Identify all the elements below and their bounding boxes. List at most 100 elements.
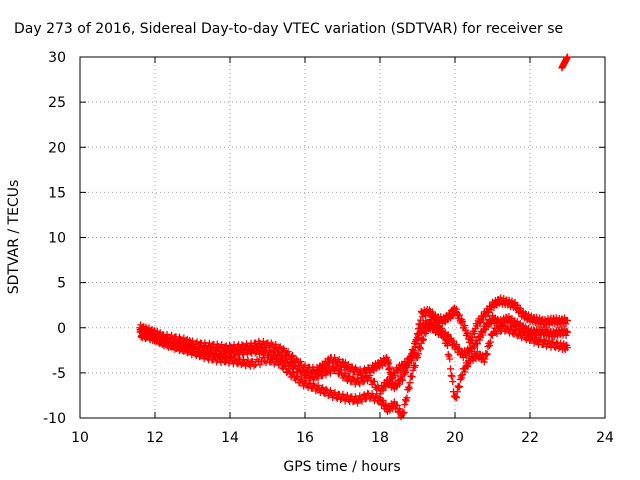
data-point: [400, 408, 408, 416]
x-tick-label: 14: [221, 430, 239, 446]
data-point: [151, 337, 159, 345]
data-point: [337, 366, 345, 374]
grid: [80, 57, 605, 418]
data-point: [295, 364, 303, 372]
data-point: [289, 352, 297, 360]
data-point: [193, 338, 201, 346]
data-point: [250, 362, 258, 370]
data-point: [516, 304, 524, 312]
data-point: [331, 354, 339, 362]
data-point: [511, 326, 519, 334]
data-point: [181, 343, 189, 351]
data-point: [319, 361, 327, 369]
data-point: [319, 384, 327, 392]
data-point: [359, 378, 367, 386]
data-point: [277, 357, 285, 365]
data-point: [285, 365, 293, 373]
data-point: [186, 344, 193, 352]
y-tick-label: 10: [48, 231, 66, 247]
x-tick-label: 16: [296, 430, 314, 446]
data-point: [399, 376, 406, 384]
data-point: [401, 401, 409, 409]
x-tick-label: 24: [596, 430, 614, 446]
data-point: [456, 311, 463, 319]
data-point: [449, 378, 457, 386]
data-point: [408, 373, 416, 381]
series-SDTVAR-outlier: [558, 53, 571, 72]
data-point: [447, 365, 454, 373]
data-point: [409, 366, 417, 374]
data-point: [165, 337, 173, 345]
x-axis-label: GPS time / hours: [283, 459, 400, 475]
data-point: [403, 394, 411, 402]
data-point: [476, 350, 484, 358]
data-point: [274, 351, 282, 359]
data-point: [448, 372, 456, 380]
data-point: [453, 341, 460, 349]
data-point: [425, 325, 433, 333]
y-tick-label: 5: [57, 276, 66, 292]
data-point: [340, 371, 348, 379]
data-point: [486, 342, 493, 350]
data-point: [366, 372, 374, 380]
data-point: [452, 393, 460, 401]
data-point: [391, 372, 399, 380]
y-tick-label: 25: [48, 95, 66, 111]
data-point: [417, 345, 424, 353]
data-point: [279, 354, 287, 362]
data-point: [481, 355, 489, 363]
data-point: [516, 327, 523, 335]
data-point: [292, 355, 300, 363]
data-point: [407, 356, 415, 364]
data-point: [453, 394, 460, 402]
series-SDTVAR-lower: [136, 313, 571, 421]
data-point: [270, 348, 278, 356]
data-point: [484, 343, 492, 351]
y-tick-label: 0: [57, 321, 66, 337]
data-point: [404, 364, 412, 372]
data-point: [443, 337, 451, 345]
data-point: [503, 322, 511, 330]
data-point: [410, 347, 418, 355]
data-point: [332, 363, 340, 371]
data-point: [232, 354, 240, 362]
data-point: [284, 348, 292, 356]
data-point: [450, 337, 457, 345]
data-point: [293, 356, 301, 364]
data-point: [438, 325, 445, 333]
data-point: [461, 368, 469, 376]
data-point: [273, 354, 280, 362]
data-point: [458, 374, 466, 382]
y-tick-label: 15: [48, 185, 66, 201]
data-point: [479, 331, 487, 339]
data-point: [304, 369, 312, 377]
data-point: [415, 333, 423, 341]
data-point: [411, 361, 419, 369]
x-tick-label: 22: [521, 430, 539, 446]
data-point: [348, 363, 356, 371]
data-point: [562, 320, 570, 328]
data-point: [562, 331, 570, 339]
data-point: [482, 312, 490, 320]
data-point: [265, 353, 273, 361]
data-point: [480, 358, 488, 366]
data-point: [297, 358, 304, 366]
data-point: [416, 344, 424, 352]
axis-ticks: 10 12 14 16 18 20 22 24 -10 -5 0 5 10 15 20 25 30: [43, 50, 614, 446]
data-point: [453, 305, 460, 313]
x-tick-label: 10: [71, 430, 89, 446]
data-point: [275, 344, 283, 352]
data-point: [287, 358, 295, 366]
data-point: [463, 330, 471, 338]
data-point: [327, 386, 334, 394]
data-point: [354, 399, 361, 407]
data-point: [441, 333, 448, 341]
data-point: [402, 368, 409, 376]
data-point: [457, 319, 465, 327]
data-point: [333, 364, 341, 372]
data-point: [420, 336, 427, 344]
data-point: [402, 397, 410, 405]
data-point: [405, 383, 412, 391]
data-point: [283, 355, 291, 363]
data-point: [288, 370, 296, 378]
